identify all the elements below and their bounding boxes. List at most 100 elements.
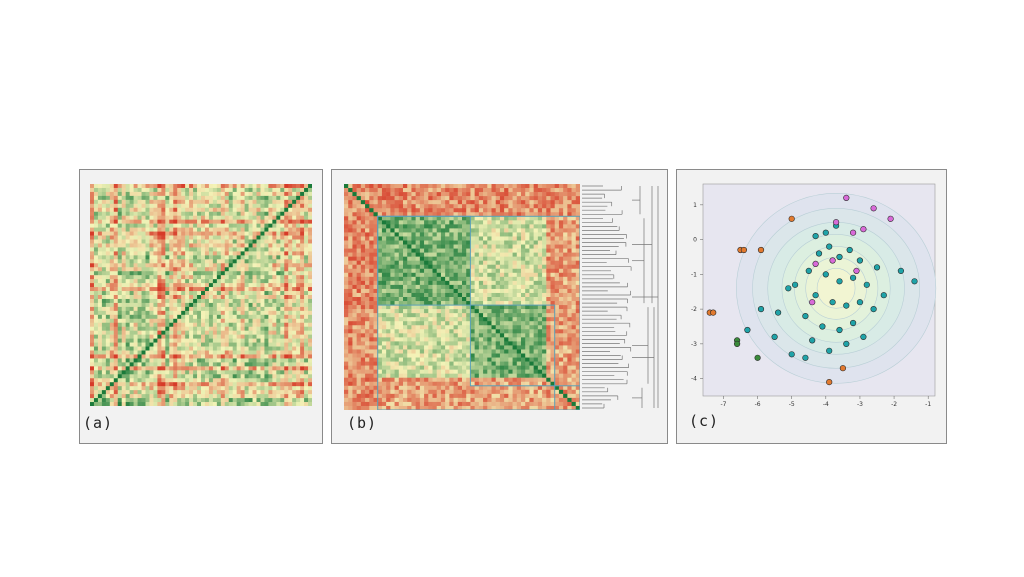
heatmap-a-cell xyxy=(181,275,186,280)
heatmap-a-cell xyxy=(201,239,206,244)
heatmap-a-cell xyxy=(173,366,178,371)
heatmap-a-cell xyxy=(252,223,257,228)
heatmap-b-cell xyxy=(525,200,530,205)
heatmap-a-cell xyxy=(129,374,134,379)
heatmap-b-cell xyxy=(533,252,539,257)
heatmap-a-cell xyxy=(129,398,134,403)
heatmap-b-cell xyxy=(550,248,556,253)
heatmap-b-cell xyxy=(407,208,412,213)
heatmap-a-cell xyxy=(185,267,190,272)
heatmap-a-cell xyxy=(169,334,174,339)
heatmap-a-cell xyxy=(181,291,186,296)
heatmap-a-cell xyxy=(300,263,305,268)
heatmap-a-cell xyxy=(244,231,249,236)
heatmap-a-cell xyxy=(292,199,297,205)
heatmap-b-cell xyxy=(445,256,450,261)
heatmap-a-cell xyxy=(121,390,126,395)
heatmap-a-cell xyxy=(173,255,178,260)
heatmap-a-cell xyxy=(141,362,146,367)
heatmap-b-cell xyxy=(495,288,501,294)
heatmap-a-cell xyxy=(105,243,111,248)
heatmap-a-cell xyxy=(93,334,99,339)
heatmap-a-cell xyxy=(165,338,170,343)
heatmap-a-cell xyxy=(228,243,234,248)
heatmap-a-cell xyxy=(224,350,230,355)
heatmap-a-cell xyxy=(264,195,269,201)
heatmap-a-cell xyxy=(272,338,277,343)
heatmap-a-cell xyxy=(157,302,162,308)
heatmap-a-cell xyxy=(228,390,234,395)
heatmap-b-cell xyxy=(348,248,353,253)
heatmap-a-cell xyxy=(280,298,285,304)
heatmap-a-cell xyxy=(244,215,249,220)
heatmap-b-cell xyxy=(394,196,400,201)
heatmap-a-cell xyxy=(121,310,126,316)
heatmap-a-cell xyxy=(284,223,289,228)
heatmap-b-cell xyxy=(348,236,353,241)
heatmap-a-cell xyxy=(216,402,222,406)
heatmap-b-cell xyxy=(390,260,395,266)
heatmap-b-cell xyxy=(352,216,357,221)
heatmap-a-cell xyxy=(304,298,309,304)
heatmap-a-cell xyxy=(252,386,257,391)
heatmap-a-cell xyxy=(236,235,241,240)
heatmap-a-cell xyxy=(288,370,293,375)
heatmap-a-cell xyxy=(216,342,222,347)
heatmap-b-cell xyxy=(521,272,526,278)
heatmap-b-cell xyxy=(424,284,429,290)
heatmap-b-cell xyxy=(365,204,370,209)
heatmap-a-cell xyxy=(292,259,297,264)
heatmap-b-cell xyxy=(495,200,501,205)
heatmap-b-cell xyxy=(546,288,551,294)
heatmap-a-cell xyxy=(244,267,249,272)
heatmap-b-cell xyxy=(369,264,374,270)
heatmap-a-cell xyxy=(264,326,269,331)
heatmap-a-cell xyxy=(236,334,241,339)
heatmap-a-cell xyxy=(117,219,123,224)
heatmap-b-cell xyxy=(394,192,400,197)
heatmap-b-cell xyxy=(466,216,471,221)
heatmap-a-cell xyxy=(157,203,162,209)
heatmap-a-cell xyxy=(284,251,289,256)
heatmap-a-cell xyxy=(169,219,174,224)
heatmap-b-cell xyxy=(449,196,454,201)
heatmap-a-cell xyxy=(308,259,312,264)
heatmap-a-cell xyxy=(173,211,178,217)
heatmap-a-cell xyxy=(240,267,245,272)
heatmap-b-cell xyxy=(462,264,467,270)
heatmap-a-cell xyxy=(208,342,214,347)
heatmap-a-cell xyxy=(288,350,293,355)
heatmap-a-cell xyxy=(157,322,162,328)
heatmap-b-cell xyxy=(487,220,492,225)
heatmap-a-cell xyxy=(272,235,277,240)
heatmap-a-cell xyxy=(224,287,230,292)
heatmap-b-cell xyxy=(537,188,543,193)
heatmap-a-cell xyxy=(125,330,130,335)
heatmap-b-cell xyxy=(554,200,560,205)
heatmap-b-cell xyxy=(529,280,534,286)
heatmap-a-cell xyxy=(304,251,309,256)
heatmap-b-cell xyxy=(478,216,484,221)
heatmap-a-cell xyxy=(149,366,154,371)
heatmap-b-cell xyxy=(436,260,442,266)
heatmap-a-cell xyxy=(256,390,261,395)
heatmap-b-cell xyxy=(398,252,404,257)
heatmap-a-cell xyxy=(189,370,194,375)
heatmap-a-cell xyxy=(93,271,99,276)
heatmap-b-cell xyxy=(529,297,534,302)
heatmap-a-cell xyxy=(157,231,162,236)
heatmap-b-cell xyxy=(487,184,492,189)
heatmap-b-cell xyxy=(424,260,429,266)
heatmap-a-cell xyxy=(276,318,281,324)
heatmap-a-cell xyxy=(185,184,190,189)
heatmap-a-cell xyxy=(288,191,293,197)
heatmap-b-cell xyxy=(537,200,543,205)
heatmap-a-cell xyxy=(165,326,170,331)
heatmap-b-cell xyxy=(563,196,568,201)
heatmap-b-cell xyxy=(356,232,362,237)
heatmap-a-cell xyxy=(137,338,142,343)
heatmap-a-cell xyxy=(161,215,166,220)
heatmap-b-cell xyxy=(415,244,421,249)
heatmap-a-cell xyxy=(201,271,206,276)
heatmap-a-cell xyxy=(296,386,301,391)
